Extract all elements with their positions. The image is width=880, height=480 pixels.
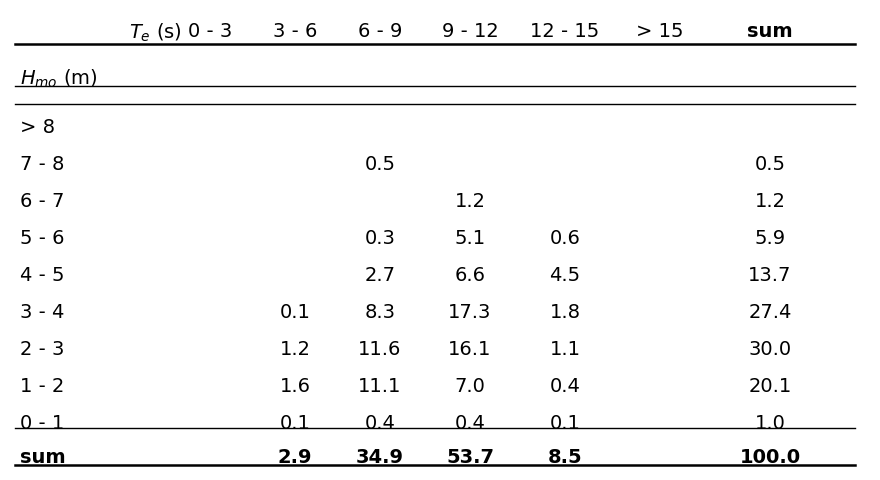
Text: 1.0: 1.0 (754, 414, 786, 433)
Text: 4 - 5: 4 - 5 (20, 266, 64, 285)
Text: 9 - 12: 9 - 12 (442, 22, 498, 41)
Text: 5 - 6: 5 - 6 (20, 229, 64, 248)
Text: > 8: > 8 (20, 118, 55, 137)
Text: 17.3: 17.3 (448, 303, 492, 322)
Text: 11.1: 11.1 (358, 377, 401, 396)
Text: 16.1: 16.1 (448, 340, 492, 359)
Text: 1.1: 1.1 (549, 340, 581, 359)
Text: 0.3: 0.3 (364, 229, 395, 248)
Text: 3 - 4: 3 - 4 (20, 303, 64, 322)
Text: > 15: > 15 (636, 22, 684, 41)
Text: 2 - 3: 2 - 3 (20, 340, 64, 359)
Text: 6 - 9: 6 - 9 (358, 22, 402, 41)
Text: 8.3: 8.3 (364, 303, 395, 322)
Text: 1.2: 1.2 (754, 192, 786, 211)
Text: 11.6: 11.6 (358, 340, 401, 359)
Text: sum: sum (20, 448, 66, 467)
Text: 100.0: 100.0 (739, 448, 801, 467)
Text: 3 - 6: 3 - 6 (273, 22, 317, 41)
Text: 0.4: 0.4 (364, 414, 395, 433)
Text: 0.1: 0.1 (550, 414, 581, 433)
Text: 0.1: 0.1 (280, 303, 311, 322)
Text: $H_{mo}$ (m): $H_{mo}$ (m) (20, 68, 98, 90)
Text: 0.4: 0.4 (455, 414, 486, 433)
Text: 1.8: 1.8 (549, 303, 581, 322)
Text: 0.1: 0.1 (280, 414, 311, 433)
Text: 0.6: 0.6 (550, 229, 581, 248)
Text: 7 - 8: 7 - 8 (20, 155, 64, 174)
Text: 0.4: 0.4 (550, 377, 581, 396)
Text: 1 - 2: 1 - 2 (20, 377, 64, 396)
Text: 1.6: 1.6 (280, 377, 311, 396)
Text: 2.9: 2.9 (278, 448, 312, 467)
Text: 8.5: 8.5 (547, 448, 583, 467)
Text: 20.1: 20.1 (748, 377, 792, 396)
Text: 1.2: 1.2 (454, 192, 486, 211)
Text: 0 - 3: 0 - 3 (187, 22, 232, 41)
Text: 34.9: 34.9 (356, 448, 404, 467)
Text: 1.2: 1.2 (280, 340, 311, 359)
Text: 27.4: 27.4 (748, 303, 792, 322)
Text: 4.5: 4.5 (549, 266, 581, 285)
Text: 12 - 15: 12 - 15 (531, 22, 599, 41)
Text: 6.6: 6.6 (454, 266, 486, 285)
Text: 0.5: 0.5 (364, 155, 395, 174)
Text: sum: sum (747, 22, 793, 41)
Text: 53.7: 53.7 (446, 448, 494, 467)
Text: $T_e$ (s): $T_e$ (s) (128, 22, 181, 44)
Text: 0 - 1: 0 - 1 (20, 414, 64, 433)
Text: 13.7: 13.7 (748, 266, 792, 285)
Text: 6 - 7: 6 - 7 (20, 192, 64, 211)
Text: 0.5: 0.5 (754, 155, 786, 174)
Text: 30.0: 30.0 (748, 340, 792, 359)
Text: 5.1: 5.1 (454, 229, 486, 248)
Text: 5.9: 5.9 (754, 229, 786, 248)
Text: 2.7: 2.7 (364, 266, 395, 285)
Text: 7.0: 7.0 (455, 377, 486, 396)
